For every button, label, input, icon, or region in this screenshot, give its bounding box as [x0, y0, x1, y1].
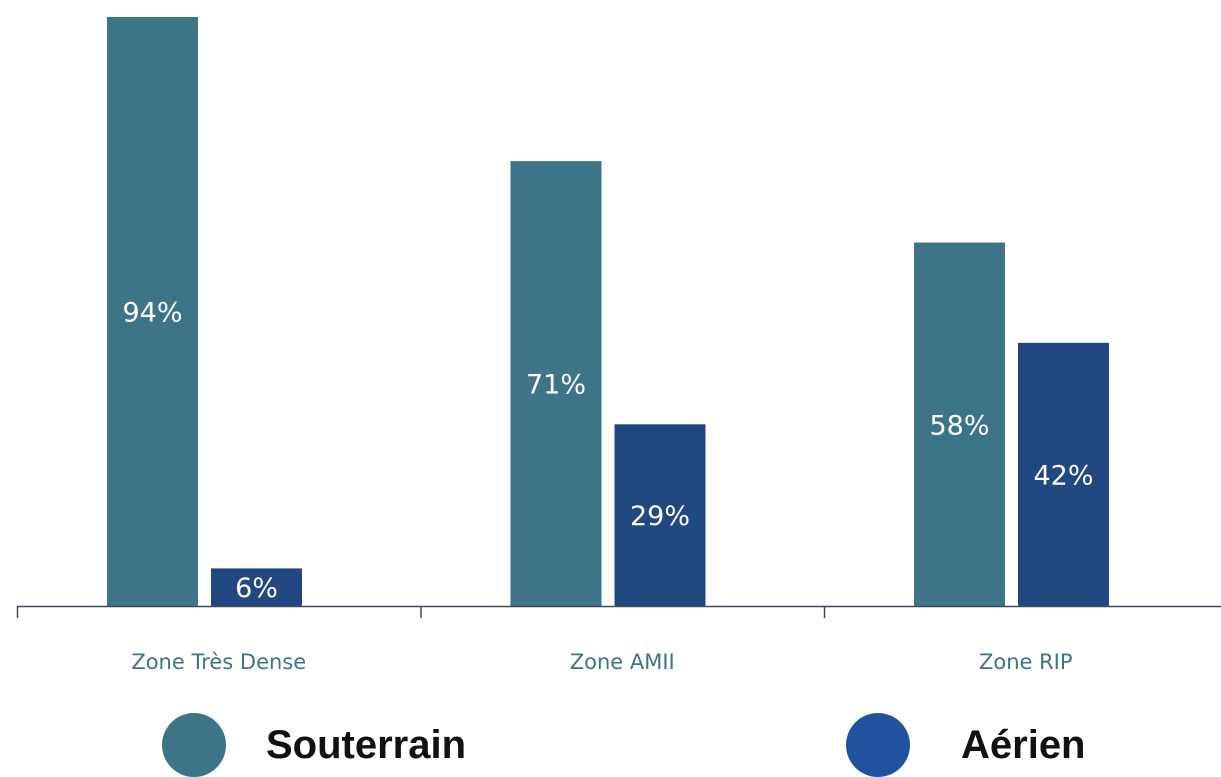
bar-souterrain-3: [914, 242, 1005, 606]
bar-arien-1: [211, 568, 302, 606]
data-label: 94%: [122, 298, 182, 329]
x-axis: [16, 605, 1221, 618]
legend-swatch-souterrain: [162, 713, 226, 777]
bars-layer: 94% 6% 71% 29% 58% 42%: [107, 17, 1109, 607]
legend-label-souterrain: Souterrain: [266, 723, 467, 767]
legend-item-souterrain: Souterrain: [162, 713, 466, 777]
data-label: 71%: [526, 370, 586, 401]
legend-label-aerien: Aérien: [961, 723, 1086, 767]
category-labels: Zone Très Dense Zone AMII Zone RIP: [131, 650, 1072, 674]
category-label: Zone Très Dense: [131, 650, 306, 674]
bar-souterrain-1: [107, 17, 198, 606]
bar-souterrain-2: [510, 161, 602, 607]
data-label: 6%: [235, 573, 278, 604]
bar-arien-2: [614, 424, 706, 606]
category-label: Zone AMII: [570, 650, 675, 674]
bar-arien-3: [1018, 342, 1109, 606]
category-label: Zone RIP: [979, 650, 1073, 674]
legend-item-aerien: Aérien: [846, 713, 1086, 777]
data-label: 29%: [630, 501, 690, 532]
legend-swatch-aerien: [846, 713, 910, 777]
data-label: 42%: [1033, 460, 1093, 491]
data-label: 58%: [929, 410, 989, 441]
